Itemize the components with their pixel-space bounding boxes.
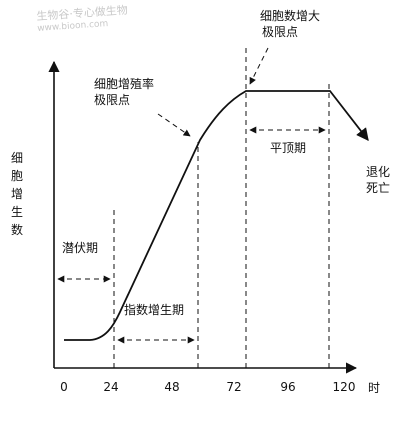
decline-line2: 死亡 [366,181,391,195]
max-growth-rate-line2: 极限点 [94,93,131,107]
x-tick-label: 72 [226,380,242,394]
x-tick-label: 120 [332,380,356,394]
lag-phase-label: 潜伏期 [62,241,99,255]
y-axis-label-char: 数 [10,223,23,237]
plateau-phase-label: 平顶期 [270,141,307,155]
y-axis-label-char: 增 [10,187,23,201]
growth-curve [64,90,369,341]
max-growth-rate-label: 细胞增殖率 极限点 [94,76,154,108]
decline-line1: 退化 [366,165,391,179]
x-tick-label: 24 [103,380,119,394]
max-growth-rate-line1: 细胞增殖率 [94,77,155,91]
max-density-label: 细胞数增大 极限点 [260,8,320,40]
y-axis-label-char: 生 [10,205,23,219]
x-tick-label: 96 [280,380,296,394]
max-growth-rate-pointer [157,113,191,137]
x-tick-label: 0 [60,380,68,394]
x-tick-label: 48 [164,380,180,394]
x-axis-unit: 时 [368,381,381,395]
y-axis-label-char: 胞 [10,169,23,183]
log-phase-label: 指数增生期 [124,303,185,317]
decline-label: 退化 死亡 [366,164,390,196]
y-axis-label-char: 细 [10,151,23,165]
max-density-line1: 细胞数增大 [260,9,321,23]
max-density-pointer [249,47,269,85]
max-density-line2: 极限点 [262,25,299,39]
